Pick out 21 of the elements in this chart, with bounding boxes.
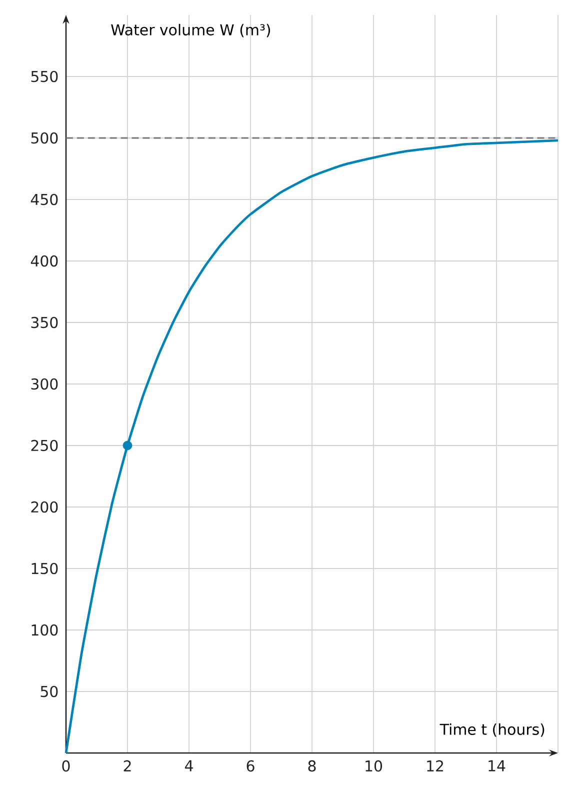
y-tick-label: 250 <box>31 440 58 452</box>
y-tick-label: 50 <box>40 686 58 698</box>
y-axis-title: Water volume W (m³) <box>111 24 270 38</box>
x-axis-title: Time t (hours) <box>440 723 544 737</box>
y-tick-label: 500 <box>31 132 58 144</box>
y-tick-label: 300 <box>31 378 58 390</box>
x-tick-label: 4 <box>184 760 193 772</box>
x-tick-label: 2 <box>124 760 131 772</box>
x-tick-label: 0 <box>62 760 70 772</box>
y-tick-label: 400 <box>30 255 58 267</box>
x-tick-label: 10 <box>366 760 382 772</box>
y-tick-label: 150 <box>32 562 58 574</box>
x-tick-label: 6 <box>246 760 254 772</box>
x-tick-label: 14 <box>488 760 506 772</box>
y-tick-label: 100 <box>32 624 58 636</box>
y-tick-label: 550 <box>31 70 58 82</box>
x-tick-label: 12 <box>427 760 444 772</box>
y-tick-label: 350 <box>31 316 58 328</box>
x-tick-label: 8 <box>308 760 316 772</box>
y-tick-label: 200 <box>31 501 58 513</box>
y-tick-label: 450 <box>30 194 58 206</box>
